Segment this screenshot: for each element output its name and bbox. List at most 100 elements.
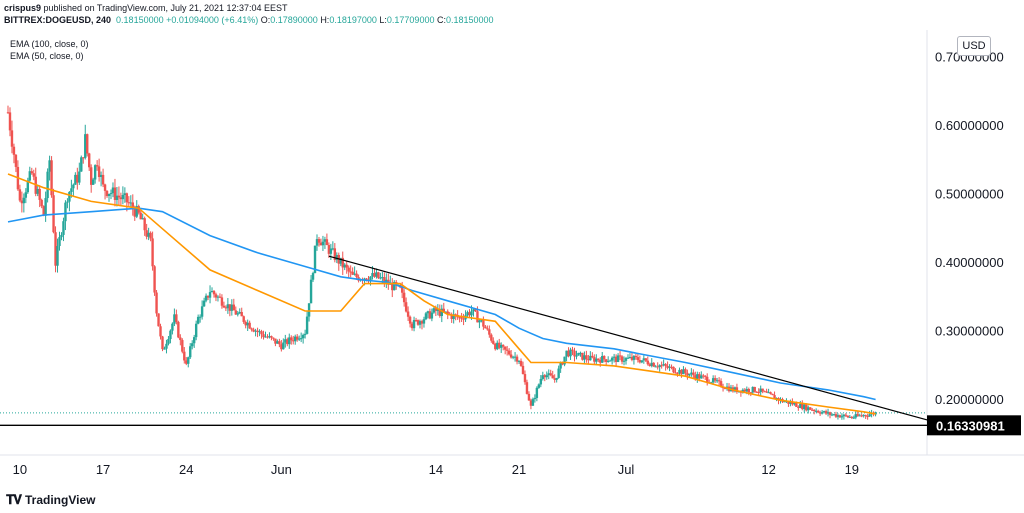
author-name: crispus9	[4, 3, 42, 13]
ohlc-line: BITTREX:DOGEUSD, 240 0.18150000 +0.01094…	[4, 15, 494, 26]
candle-body	[482, 320, 485, 327]
candle-body	[599, 360, 602, 363]
candle-body	[189, 346, 192, 358]
candle-body	[343, 264, 346, 268]
candle-body	[486, 328, 489, 330]
candle-body	[503, 346, 507, 350]
candle-body	[848, 416, 852, 418]
indicator-ema50-label[interactable]: EMA (50, close, 0)	[10, 51, 84, 61]
candle-body	[541, 375, 545, 379]
candle-body	[511, 356, 515, 358]
candle-body	[494, 343, 497, 350]
candle-body	[299, 338, 303, 340]
candle-body	[202, 300, 206, 307]
candle-body	[581, 352, 584, 360]
candle-body	[684, 369, 687, 373]
candle-body	[191, 343, 194, 347]
candle-body	[559, 362, 562, 369]
candle-body	[614, 356, 618, 362]
candle-body	[799, 403, 802, 408]
currency-button[interactable]: USD	[957, 36, 991, 56]
candle-body	[478, 320, 481, 323]
candle-body	[109, 193, 113, 195]
candle-body	[589, 355, 592, 361]
candle-body	[656, 366, 659, 368]
candle-body	[856, 414, 859, 416]
candle-body	[545, 375, 548, 378]
x-tick-label: 12	[761, 462, 775, 477]
candle-body	[169, 330, 172, 340]
candle-body	[149, 232, 152, 239]
candle-body	[161, 336, 164, 350]
tradingview-logo[interactable]: 𝐓𝐕 TradingView	[6, 492, 95, 508]
candle-body	[519, 360, 523, 366]
candle-body	[531, 399, 535, 406]
candle-body	[850, 416, 854, 418]
candle-body	[618, 355, 622, 357]
candle-body	[216, 296, 220, 298]
candle-body	[323, 239, 327, 242]
candle-body	[430, 312, 434, 319]
candle-body	[123, 193, 127, 196]
candle-body	[248, 322, 251, 329]
candle-body	[373, 273, 376, 277]
candle-body	[236, 313, 239, 315]
candle-body	[523, 374, 527, 383]
candle-body	[838, 415, 842, 418]
candle-body	[632, 355, 636, 360]
candle-body	[274, 338, 277, 344]
candle-body	[212, 291, 216, 295]
candle-body	[420, 321, 424, 324]
candle-body	[349, 271, 352, 273]
price-change: +0.01094000 (+6.41%)	[166, 15, 259, 25]
candle-body	[555, 377, 558, 380]
candle-body	[466, 312, 469, 316]
candle-body	[377, 272, 380, 279]
low-value: 0.17709000	[386, 15, 435, 25]
candle-body	[131, 202, 134, 209]
candle-body	[509, 354, 513, 358]
candle-body	[125, 193, 129, 203]
candle-body	[569, 349, 572, 357]
candle-body	[208, 292, 212, 298]
candle-body	[434, 308, 438, 311]
candle-body	[638, 360, 642, 363]
candle-body	[28, 171, 31, 181]
candle-body	[862, 415, 865, 417]
candle-body	[496, 342, 499, 350]
candle-body	[747, 389, 751, 393]
open-value: 0.17890000	[270, 15, 318, 25]
candle-body	[525, 382, 529, 394]
candle-body	[91, 179, 95, 185]
candle-body	[355, 273, 358, 278]
candle-body	[753, 386, 756, 392]
candle-body	[258, 331, 261, 333]
candle-body	[294, 336, 297, 342]
candle-body	[369, 276, 372, 282]
candle-body	[270, 336, 273, 338]
candle-body	[309, 279, 313, 304]
candle-body	[414, 320, 418, 322]
candle-body	[226, 304, 230, 309]
candle-body	[254, 330, 257, 332]
candle-body	[822, 411, 826, 413]
candle-body	[232, 304, 236, 311]
candle-body	[252, 329, 255, 332]
candle-body	[454, 314, 457, 316]
candle-body	[757, 392, 760, 394]
candle-body	[529, 400, 533, 406]
candle-body	[194, 323, 198, 338]
candle-body	[515, 356, 519, 362]
candle-body	[8, 112, 12, 131]
candle-body	[329, 248, 333, 254]
candle-body	[46, 171, 49, 199]
candle-body	[842, 414, 846, 417]
indicator-ema100-label[interactable]: EMA (100, close, 0)	[10, 39, 89, 49]
support-badge-label: 0.16330981	[936, 418, 1005, 433]
candle-body	[807, 407, 810, 411]
candle-body	[371, 273, 374, 277]
candle-body	[713, 378, 717, 381]
candle-body	[650, 362, 653, 366]
candle-body	[765, 391, 768, 393]
